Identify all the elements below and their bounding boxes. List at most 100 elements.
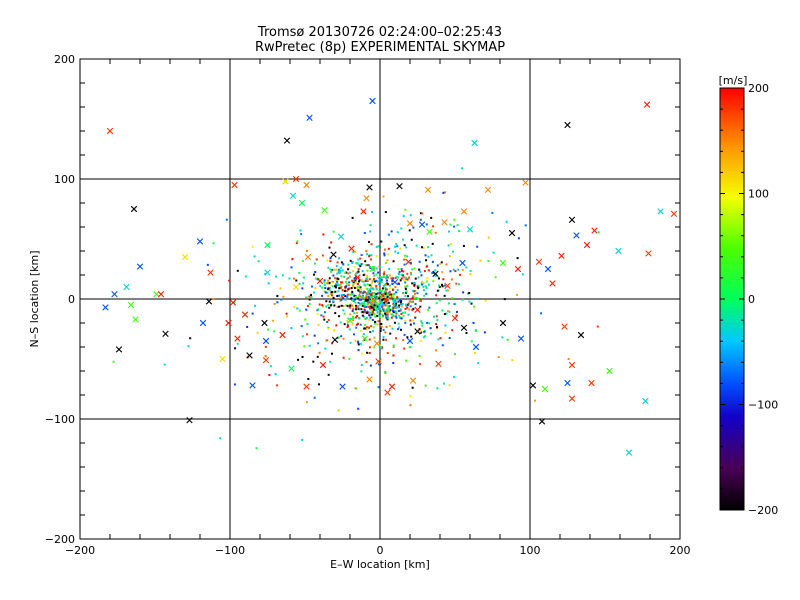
data-point-dot	[374, 320, 377, 323]
data-point-dot	[276, 384, 279, 387]
data-point-cross	[115, 346, 123, 353]
data-point-dot	[353, 312, 356, 315]
data-point-dot	[335, 324, 338, 327]
data-point-dot	[360, 364, 363, 367]
data-point-cross	[514, 265, 522, 273]
data-point-dot	[405, 291, 408, 294]
data-point-dot	[264, 345, 267, 348]
data-point-dot	[388, 284, 391, 287]
data-point-dot	[448, 336, 451, 339]
data-point-dot	[366, 269, 369, 272]
data-point-dot	[331, 281, 334, 284]
data-point-dot	[408, 276, 411, 279]
data-point-dot	[381, 298, 384, 301]
data-point-dot	[397, 309, 400, 312]
data-point-dot	[234, 347, 237, 350]
data-point-cross	[484, 186, 492, 193]
data-point-cross	[205, 298, 213, 305]
data-point-dot	[435, 294, 438, 297]
data-point-cross	[444, 282, 451, 289]
data-point-cross	[316, 277, 324, 285]
data-point-dot	[364, 323, 367, 326]
data-point-cross	[391, 279, 399, 286]
data-point-dot	[233, 383, 236, 386]
data-point-dot	[347, 268, 350, 271]
data-point-dot	[378, 281, 381, 284]
data-point-dot	[373, 267, 376, 270]
data-point-dot	[368, 352, 371, 355]
data-point-dot	[390, 230, 393, 233]
y-tick-label: 200	[54, 53, 75, 66]
data-point-dot	[305, 308, 308, 311]
data-point-dot	[462, 291, 465, 294]
data-point-dot	[359, 323, 362, 326]
data-point-dot	[348, 328, 351, 331]
data-point-dot	[318, 303, 321, 306]
data-point-cross	[157, 291, 165, 298]
data-point-dot	[381, 313, 384, 316]
data-point-cross	[321, 207, 328, 214]
data-point-dot	[348, 275, 351, 278]
data-point-dot	[469, 272, 472, 275]
data-point-dot	[426, 309, 429, 312]
data-point-dot	[233, 301, 236, 304]
data-point-dot	[371, 309, 374, 312]
data-point-dot	[290, 327, 293, 330]
data-point-cross	[360, 208, 367, 215]
data-point-dot	[395, 242, 398, 245]
data-point-dot	[411, 296, 414, 299]
data-point-dot	[361, 296, 364, 299]
data-point-dot	[368, 278, 371, 281]
data-point-dot	[385, 325, 388, 328]
data-point-dot	[295, 242, 298, 245]
data-point-dot	[329, 360, 332, 363]
data-point-dot	[377, 320, 380, 323]
data-point-dot	[343, 323, 346, 326]
data-point-dot	[399, 301, 402, 304]
data-point-dot	[506, 338, 509, 341]
data-point-dot	[399, 308, 402, 311]
data-point-dot	[361, 270, 364, 273]
data-point-dot	[357, 280, 360, 283]
data-point-dot	[344, 287, 347, 290]
data-point-dot	[436, 289, 439, 292]
data-point-dot	[328, 306, 331, 309]
data-point-dot	[342, 294, 345, 297]
data-point-dot	[410, 273, 413, 276]
data-point-dot	[317, 383, 320, 386]
data-point-dot	[372, 305, 375, 308]
data-point-dot	[432, 225, 435, 228]
data-point-dot	[381, 347, 384, 350]
data-point-dot	[282, 295, 285, 298]
data-point-cross	[508, 229, 516, 237]
data-point-dot	[434, 231, 437, 234]
data-point-cross	[354, 274, 361, 281]
data-point-dot	[328, 281, 331, 284]
data-point-dot	[357, 322, 360, 325]
data-point-cross	[645, 250, 652, 257]
data-point-dot	[351, 290, 354, 293]
data-point-dot	[364, 284, 367, 287]
data-point-dot	[388, 307, 391, 310]
data-point-dot	[390, 296, 393, 299]
data-point-dot	[377, 296, 380, 299]
data-point-dot	[426, 280, 429, 283]
data-point-dot	[393, 297, 396, 300]
data-point-dot	[414, 316, 417, 319]
data-point-dot	[382, 195, 385, 198]
data-point-dot	[345, 304, 348, 307]
data-point-dot	[360, 253, 363, 256]
data-point-dot	[405, 304, 408, 307]
data-point-dot	[386, 352, 389, 355]
data-point-dot	[352, 251, 355, 254]
data-point-dot	[404, 311, 407, 314]
data-point-dot	[359, 291, 362, 294]
data-point-dot	[409, 262, 412, 265]
data-point-dot	[411, 282, 414, 285]
data-point-dot	[353, 286, 356, 289]
data-point-dot	[425, 223, 428, 226]
data-point-dot	[332, 296, 335, 299]
data-point-dot	[414, 277, 417, 280]
data-point-dot	[267, 328, 270, 331]
data-point-dot	[458, 229, 461, 232]
